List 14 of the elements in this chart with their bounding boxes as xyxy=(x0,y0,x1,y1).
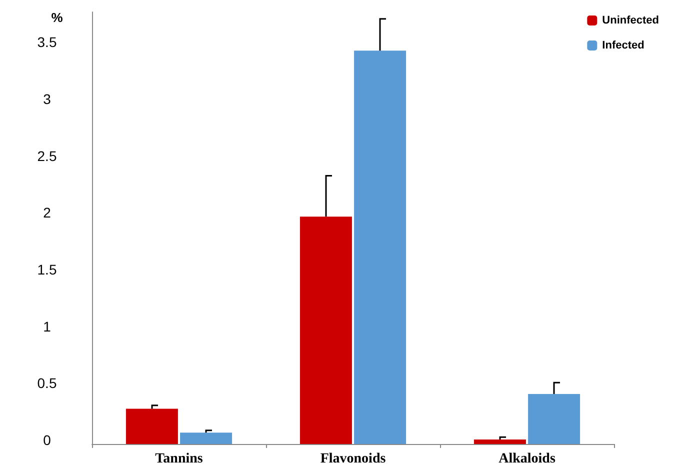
x-tick-label: Tannins xyxy=(155,452,204,466)
y-tick-label: 2.5 xyxy=(37,148,57,164)
y-axis-title: % xyxy=(51,10,64,25)
x-tick-label: Flavonoids xyxy=(320,452,386,466)
y-tick-label: 0 xyxy=(43,432,52,448)
y-tick-label: 1 xyxy=(43,318,52,334)
legend-label: Infected xyxy=(602,40,644,52)
y-tick-label: 3 xyxy=(43,90,52,107)
y-tick-label: 2 xyxy=(43,204,52,221)
y-tick-label: 0.5 xyxy=(37,375,57,392)
y-tick-label: 3.5 xyxy=(37,34,57,50)
y-tick-label: 1.5 xyxy=(37,261,57,278)
legend-label: Uninfected xyxy=(602,14,660,26)
x-tick-label: Alkaloids xyxy=(498,452,556,466)
